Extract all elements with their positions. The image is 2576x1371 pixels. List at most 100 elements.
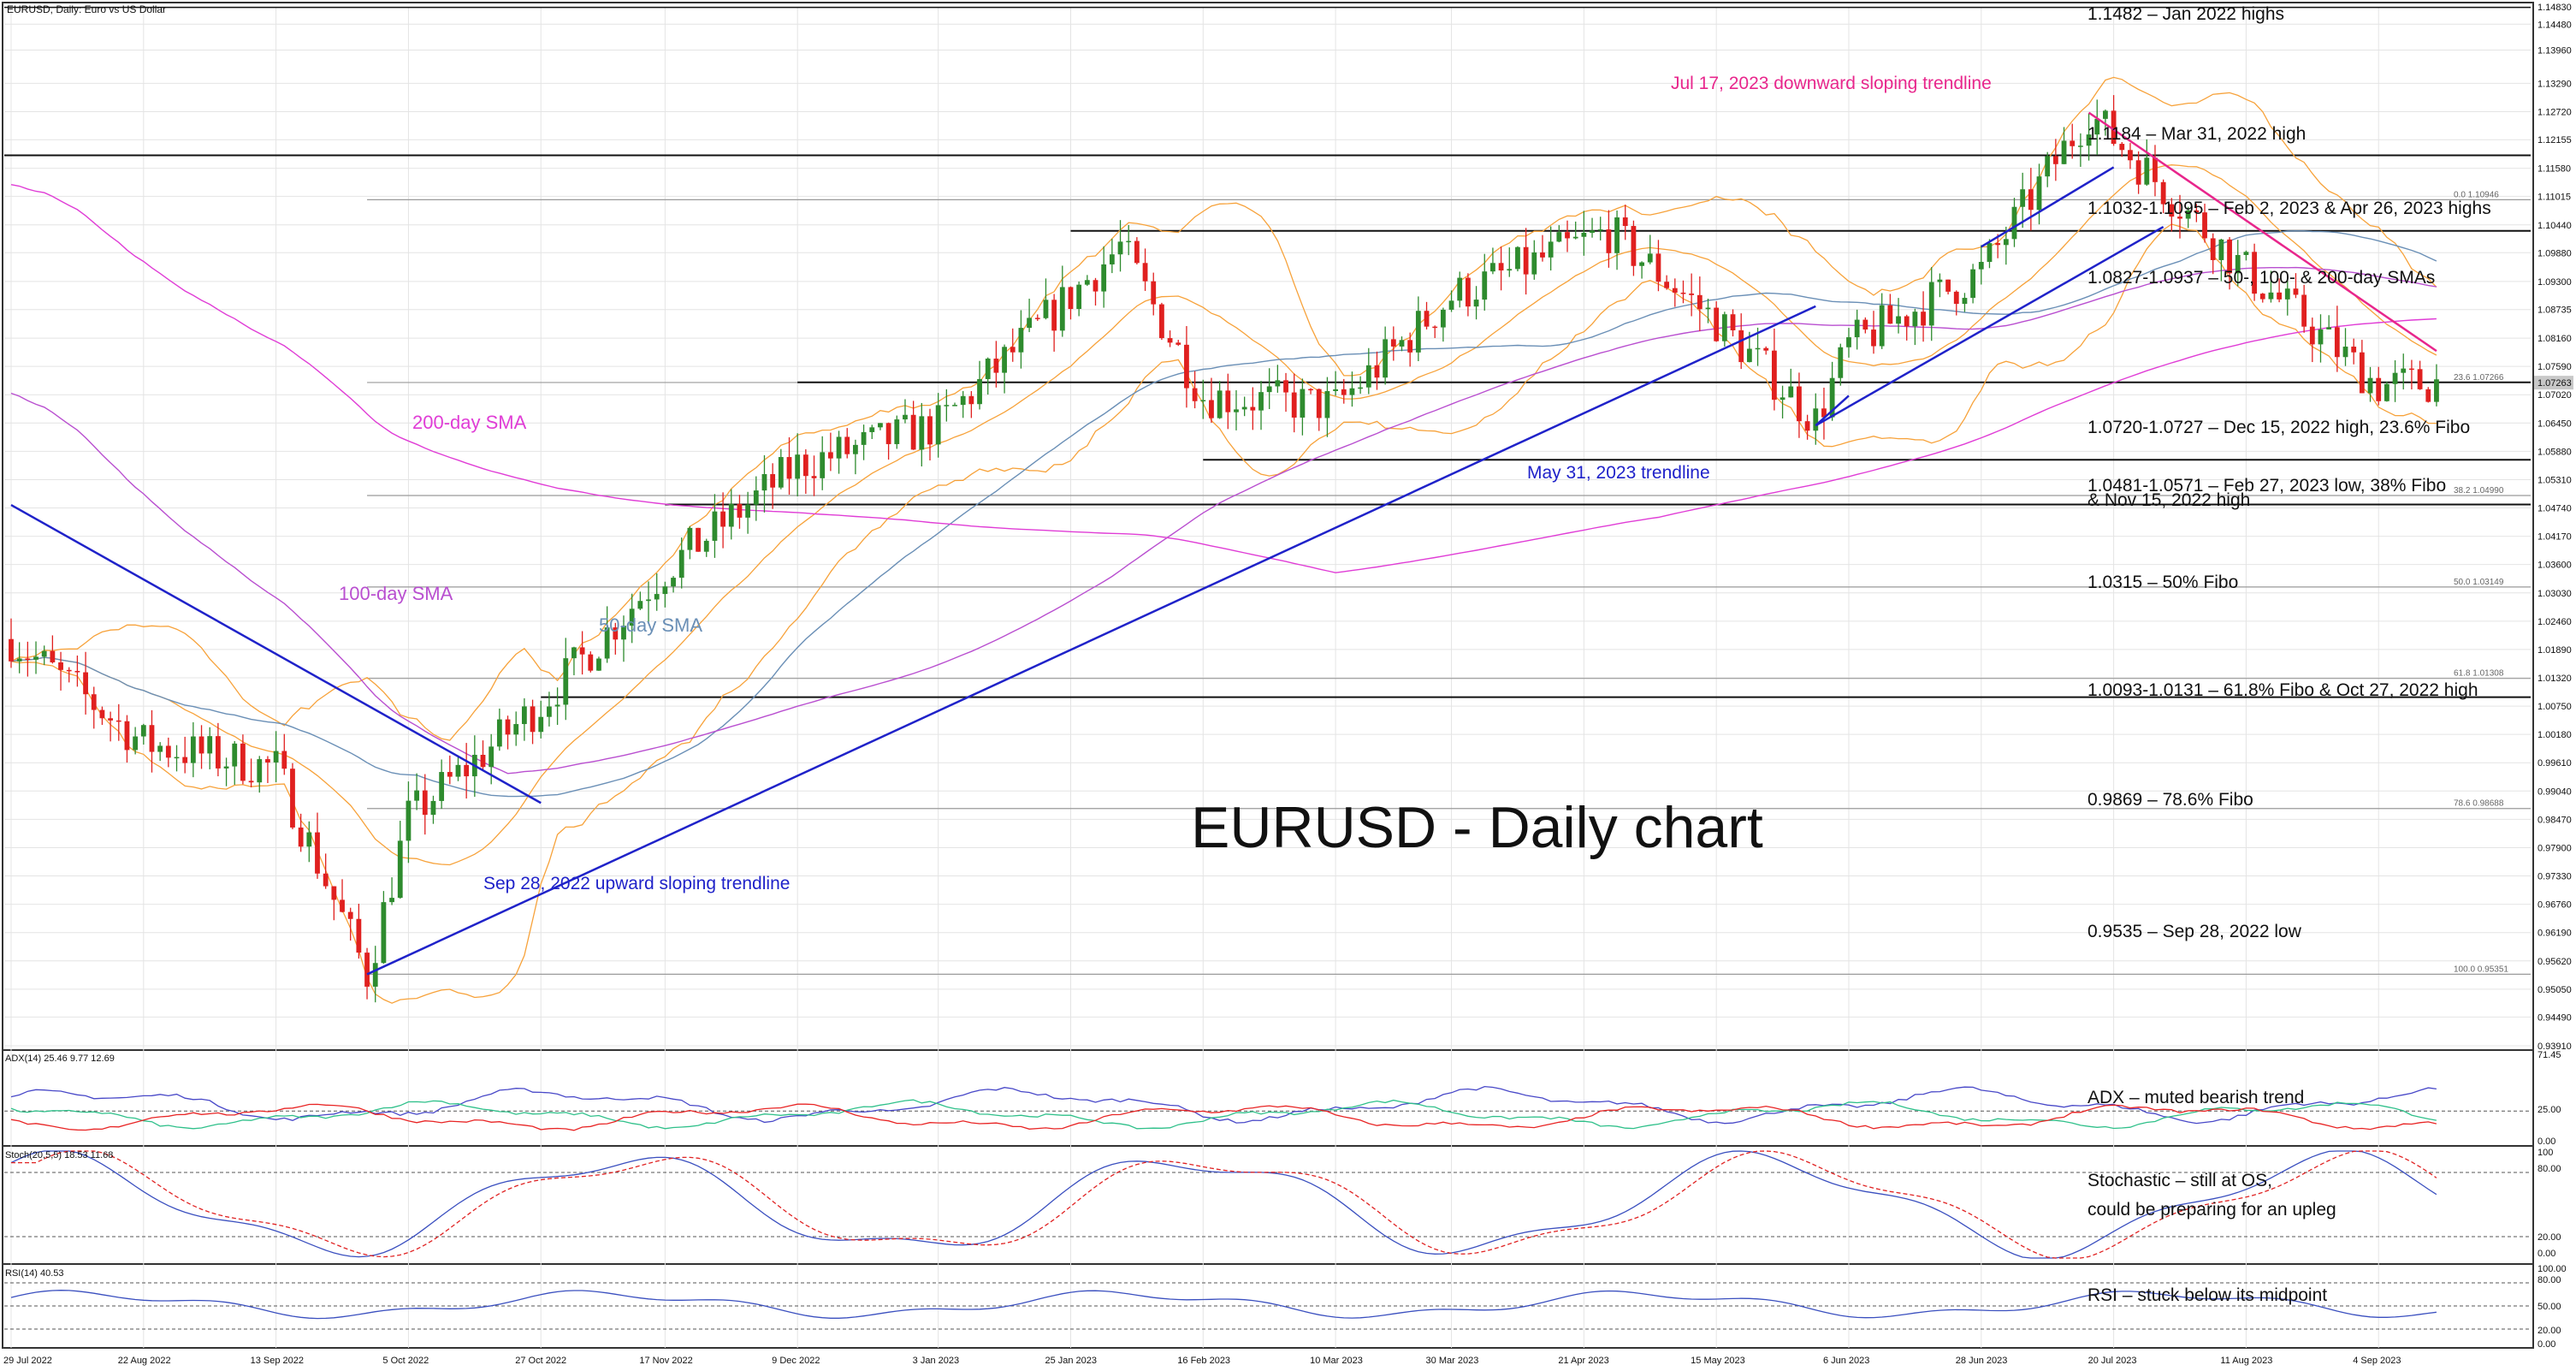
candle-body bbox=[1109, 254, 1115, 264]
price-tick-label: 0.95050 bbox=[2538, 985, 2572, 995]
date-tick-label: 27 Oct 2022 bbox=[515, 1356, 566, 1366]
candle-body bbox=[1134, 240, 1140, 264]
candle-body bbox=[530, 706, 536, 733]
candle-body bbox=[919, 416, 925, 450]
candle-body bbox=[1241, 407, 1247, 410]
candle-body bbox=[389, 898, 394, 903]
di-plus-line bbox=[10, 1099, 2437, 1130]
candle-body bbox=[1365, 365, 1371, 388]
candle-body bbox=[1076, 284, 1082, 310]
candle-body bbox=[960, 395, 966, 406]
candle-body bbox=[1730, 314, 1736, 330]
candle-body bbox=[9, 638, 14, 662]
candle-body bbox=[2334, 327, 2340, 358]
fibo-label: 38.2 1.04990 bbox=[2454, 486, 2504, 496]
candle-body bbox=[1846, 337, 1851, 347]
candle-body bbox=[2003, 239, 2009, 246]
candle-body bbox=[977, 378, 982, 405]
candle-body bbox=[447, 772, 453, 777]
candle-body bbox=[50, 650, 56, 662]
candle-body bbox=[944, 405, 950, 407]
candle-body bbox=[2210, 238, 2216, 260]
candle-body bbox=[894, 419, 900, 444]
price-tick-label: 1.05880 bbox=[2538, 447, 2572, 457]
current-price-box bbox=[2534, 376, 2573, 390]
candle-body bbox=[786, 457, 792, 479]
candle-body bbox=[41, 650, 47, 657]
candle-body bbox=[99, 709, 105, 719]
candle-body bbox=[1126, 240, 1132, 243]
fibo-label: 0.0 1.10946 bbox=[2454, 190, 2499, 199]
di-minus-line bbox=[10, 1103, 2437, 1131]
indicator-axis-ticks: 71.45 25.00 0.00 100 80.00 20.00 0.00 10… bbox=[2538, 1050, 2567, 1350]
price-tick-label: 0.98470 bbox=[2538, 815, 2572, 825]
candle-body bbox=[2028, 189, 2034, 211]
rsi-panel-frame bbox=[2, 1263, 2534, 1349]
candle-body bbox=[1192, 388, 1198, 401]
candle-body bbox=[323, 873, 329, 887]
sma200-line bbox=[10, 184, 2437, 573]
candle-body bbox=[993, 359, 999, 373]
price-tick-label: 0.96190 bbox=[2538, 929, 2572, 939]
candle-body bbox=[554, 704, 560, 707]
candle-body bbox=[1755, 347, 1761, 350]
candle-body bbox=[430, 800, 436, 816]
candle-body bbox=[1515, 246, 1520, 270]
annotation-sma200: 200-day SMA bbox=[412, 412, 527, 433]
stoch-tick-80: 80.00 bbox=[2538, 1164, 2561, 1174]
candle-body bbox=[1507, 269, 1513, 271]
candle-body bbox=[1804, 421, 1810, 431]
price-tick-label: 1.00750 bbox=[2538, 702, 2572, 712]
price-tick-label: 1.08160 bbox=[2538, 334, 2572, 344]
candle-body bbox=[91, 694, 97, 710]
annotation-mar2022-high: 1.1184 – Mar 31, 2022 high bbox=[2087, 124, 2306, 144]
candle-body bbox=[1556, 232, 1562, 242]
adx-line bbox=[10, 1085, 2437, 1125]
price-tick-label: 1.13960 bbox=[2538, 45, 2572, 56]
candle-body bbox=[1697, 294, 1703, 310]
candle-body bbox=[356, 918, 362, 953]
fibo-label: 23.6 1.07266 bbox=[2454, 373, 2504, 383]
annotation-sma100: 100-day SMA bbox=[339, 583, 453, 604]
candle-body bbox=[2086, 134, 2092, 146]
candle-body bbox=[820, 452, 826, 478]
candle-body bbox=[2434, 379, 2439, 402]
trendline-sep28-upward bbox=[366, 305, 1816, 976]
candle-body bbox=[712, 511, 718, 541]
candle-body bbox=[1018, 328, 1024, 353]
candle-body bbox=[1581, 233, 1587, 237]
candle-body bbox=[1565, 232, 1570, 239]
annotation-nov15-high: & Nov 15, 2022 high bbox=[2087, 490, 2250, 510]
annotation-adx: ADX – muted bearish trend bbox=[2087, 1088, 2304, 1107]
candle-body bbox=[745, 504, 751, 518]
candle-body bbox=[1829, 377, 1835, 418]
date-tick-label: 15 May 2023 bbox=[1691, 1356, 1745, 1366]
candle-body bbox=[66, 669, 72, 672]
candle-body bbox=[2194, 210, 2200, 213]
candle-body bbox=[903, 414, 908, 420]
date-tick-label: 20 Jul 2023 bbox=[2088, 1356, 2137, 1366]
adx-tick-25: 25.00 bbox=[2538, 1105, 2561, 1115]
stoch-tick-0: 0.00 bbox=[2538, 1249, 2555, 1259]
candle-body bbox=[885, 423, 891, 444]
candle-body bbox=[836, 436, 842, 459]
fibo-label: 78.6 0.98688 bbox=[2454, 799, 2504, 809]
candle-body bbox=[1151, 281, 1157, 305]
candle-body bbox=[1590, 230, 1595, 234]
current-price-label: 1.07263 bbox=[2538, 378, 2572, 389]
candle-body bbox=[1457, 277, 1463, 301]
candle-body bbox=[480, 754, 486, 768]
candle-body bbox=[696, 527, 701, 552]
price-tick-label: 1.13290 bbox=[2538, 79, 2572, 89]
instrument-label: EURUSD, Daily: Euro vs US Dollar bbox=[7, 3, 166, 15]
candle-body bbox=[2227, 239, 2232, 274]
candle-body bbox=[372, 963, 378, 987]
price-tick-label: 0.99610 bbox=[2538, 758, 2572, 769]
candle-body bbox=[1415, 311, 1421, 353]
candle-body bbox=[290, 769, 295, 828]
candle-body bbox=[422, 790, 428, 816]
candle-body bbox=[1606, 229, 1612, 253]
candle-body bbox=[629, 608, 635, 626]
date-tick-label: 29 Jul 2022 bbox=[3, 1356, 52, 1366]
